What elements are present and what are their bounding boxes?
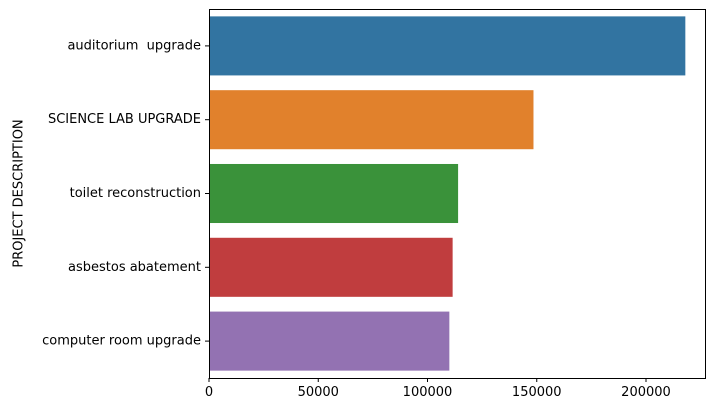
x-tick-label: 0 [205,385,213,400]
bars-group [209,16,686,371]
y-tick-label: asbestos abatement [68,260,201,275]
y-axis-ticks: auditorium upgrade SCIENCE LAB UPGRADE toi… [42,38,209,349]
y-tick-label: SCIENCE LAB UPGRADE [48,112,201,127]
y-tick-label: auditorium upgrade [67,38,201,53]
x-axis-ticks: 0 50000 100000 150000 200000 [205,378,671,400]
plot-area-frame [209,9,706,379]
y-axis-title: PROJECT DESCRIPTION [12,119,27,267]
bar-3 [209,237,453,297]
x-tick-label: 50000 [298,385,339,400]
x-tick-label: 100000 [403,385,453,400]
bar-2 [209,163,459,224]
bar-0 [209,16,686,76]
x-tick-label: 150000 [512,385,562,400]
y-tick-label: computer room upgrade [42,334,201,349]
bar-1 [209,90,534,150]
y-tick-label: toilet reconstruction [70,186,201,201]
x-tick-label: 200000 [621,385,671,400]
bar-4 [209,311,450,371]
